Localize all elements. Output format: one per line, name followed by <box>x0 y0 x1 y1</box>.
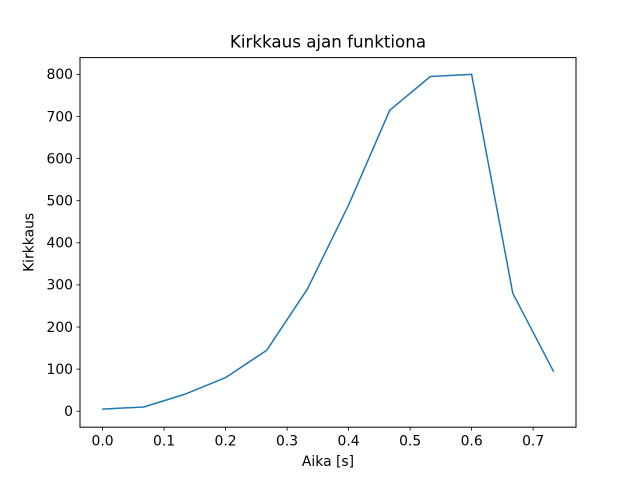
y-tick-label: 500 <box>46 194 73 210</box>
y-axis-label: Kirkkaus <box>22 213 38 272</box>
y-tick-label: 100 <box>46 362 73 378</box>
plot-area: 0.0 0.1 0.2 0.3 0.4 0.5 0.6 0.7 0 100 200 300 400 500… <box>46 57 577 450</box>
x-axis-label: Aika [s] <box>302 454 354 470</box>
x-tick-label: 0.3 <box>276 434 298 450</box>
x-tick-label: 0.5 <box>399 434 421 450</box>
x-tick-label: 0.7 <box>522 434 544 450</box>
y-tick-label: 300 <box>46 278 73 294</box>
y-tick-label: 700 <box>46 109 73 125</box>
x-tick-label: 0.2 <box>215 434 237 450</box>
x-tick-label: 0.6 <box>461 434 483 450</box>
x-tick-label: 0.4 <box>338 434 360 450</box>
y-tick-label: 200 <box>46 320 73 336</box>
data-line <box>101 73 555 410</box>
y-tick-label: 400 <box>46 236 73 252</box>
x-tick-label: 0.1 <box>153 434 175 450</box>
x-tick-label: 0.0 <box>92 434 114 450</box>
axes-spines <box>79 57 577 428</box>
chart-title: Kirkkaus ajan funktiona <box>230 32 426 52</box>
y-tick-label: 600 <box>46 151 73 167</box>
y-tick-label: 0 <box>64 404 73 420</box>
y-tick-label: 800 <box>46 67 73 83</box>
